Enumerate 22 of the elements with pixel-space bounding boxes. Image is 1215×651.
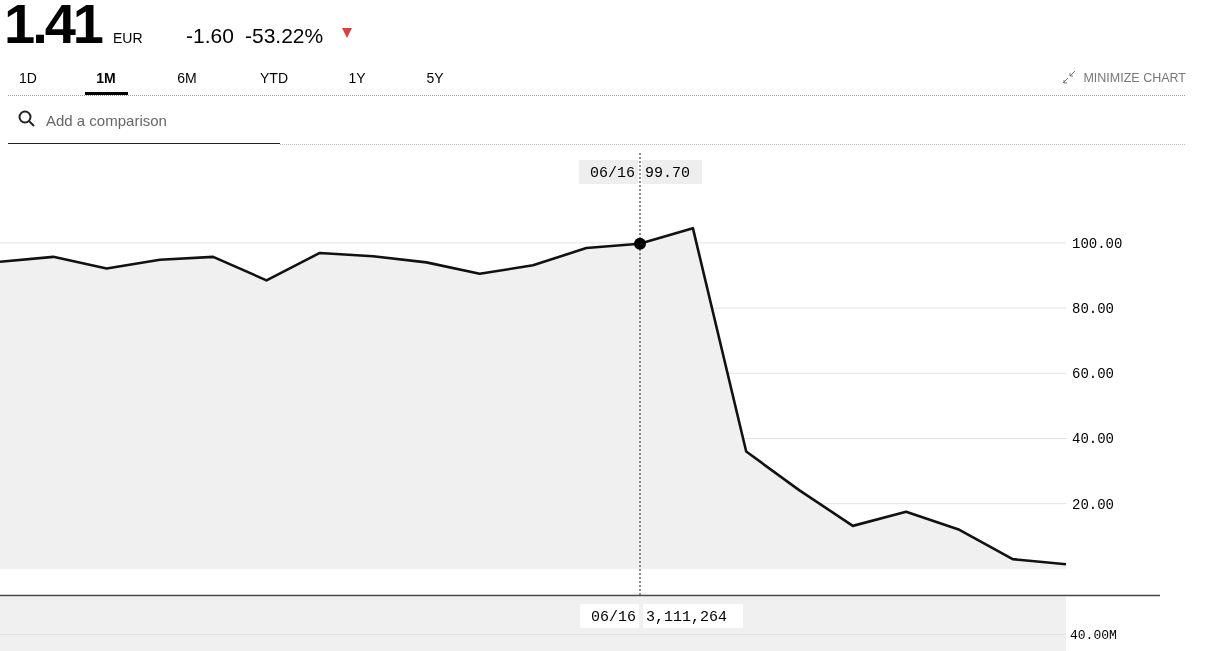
annotation: 06/16 xyxy=(589,165,635,182)
annotation: 99.70 xyxy=(645,165,691,182)
text: 1M xyxy=(96,70,116,86)
text: 5Y xyxy=(426,70,445,86)
chart-subtitle: EUR xyxy=(113,30,143,46)
text: Add a comparison xyxy=(46,112,167,129)
y-tick-label: 20.00 xyxy=(1072,496,1115,513)
text: YTD xyxy=(260,70,288,86)
text: 3,111,264 xyxy=(646,609,728,626)
text: 1D xyxy=(19,70,37,86)
y-tick-label: 80.00 xyxy=(1072,301,1115,318)
text: 6M xyxy=(177,70,197,86)
text: -53.22% xyxy=(245,24,324,47)
chart-title: 1.41 xyxy=(4,0,103,55)
y-tick-label: 40.00 xyxy=(1072,431,1115,448)
text: MINIMIZE CHART xyxy=(1083,71,1187,85)
y-tick-label: 100.00 xyxy=(1072,235,1123,252)
text: 06/16 xyxy=(590,609,636,626)
y-tick-label: 60.00 xyxy=(1072,366,1115,383)
text: 1Y xyxy=(348,70,367,86)
text: 40.00M xyxy=(1070,628,1117,643)
text: -1.60 xyxy=(186,24,234,47)
